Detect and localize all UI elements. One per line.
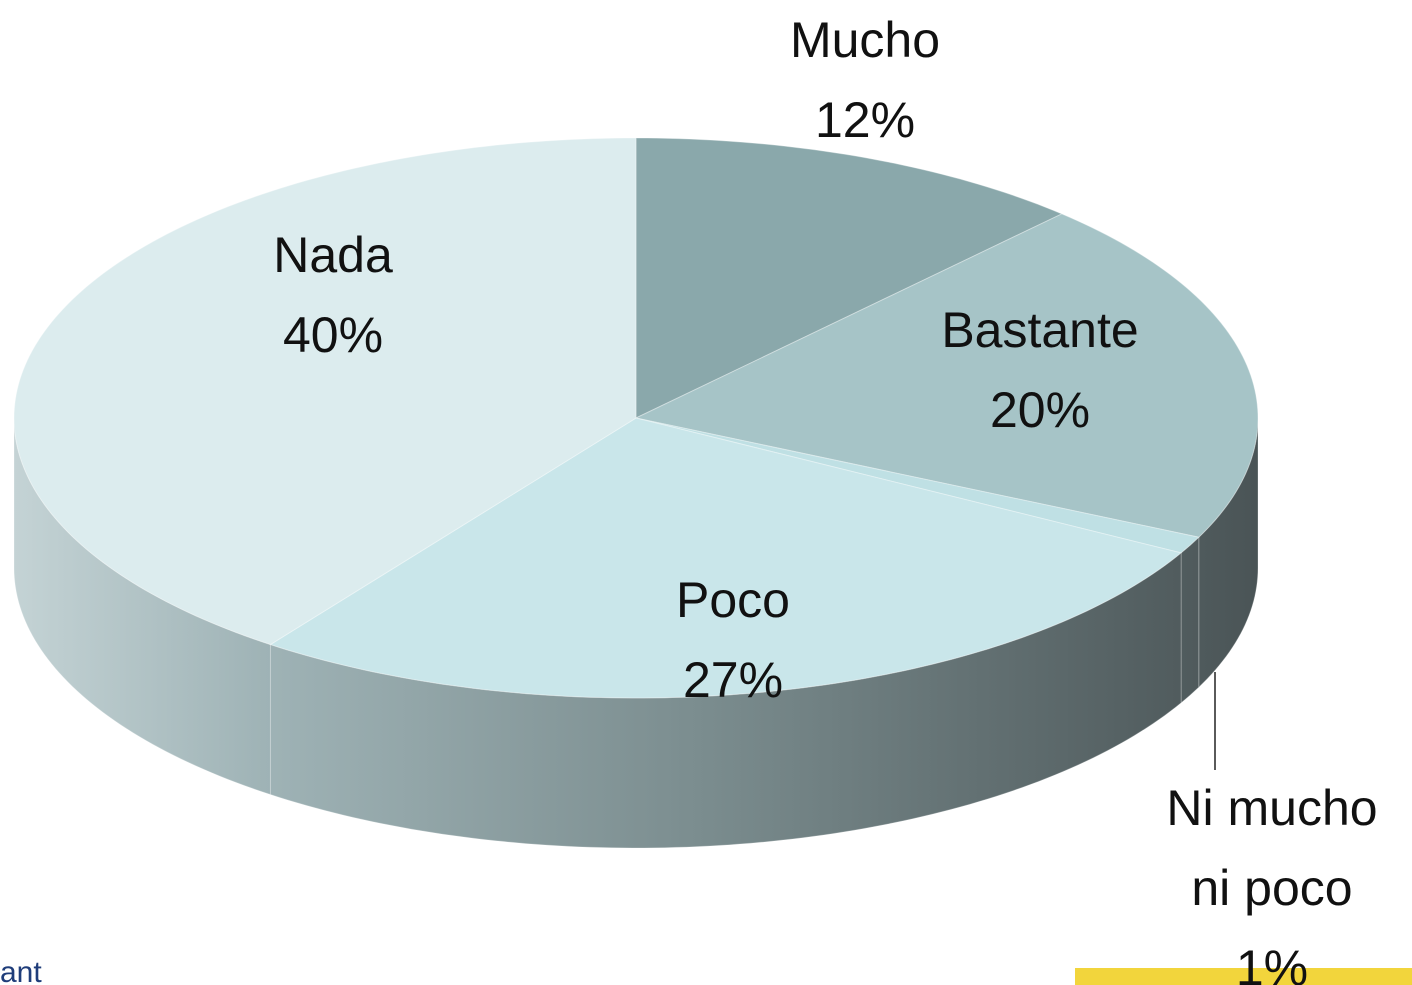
slice-category: Ni mucho ni poco [1166, 780, 1378, 916]
pie-side [13, 417, 271, 796]
pie-side [1180, 536, 1200, 704]
slice-label: Nada 40% [273, 215, 393, 375]
footer-bar [1075, 968, 1412, 985]
slice-label: Ni mucho ni poco 1% [1142, 768, 1402, 985]
footer-text: ant [0, 956, 42, 985]
slice-value: 20% [989, 382, 1091, 438]
slice-label: Bastante 20% [941, 290, 1138, 450]
slice-value: 1% [1235, 940, 1309, 985]
pie-slice [635, 137, 1064, 419]
slice-category: Bastante [941, 302, 1139, 358]
pie-slice [269, 417, 1183, 699]
slice-label: Poco 27% [676, 560, 790, 720]
slice-value: 27% [682, 652, 784, 708]
slice-value: 40% [282, 307, 384, 363]
slice-value: 12% [814, 92, 916, 148]
slice-label: Mucho 12% [790, 0, 940, 160]
pie-slice [634, 213, 1259, 538]
slice-category: Mucho [789, 12, 941, 68]
pie-slice [13, 137, 637, 646]
slice-category: Poco [676, 572, 790, 628]
slice-category: Nada [273, 227, 393, 283]
